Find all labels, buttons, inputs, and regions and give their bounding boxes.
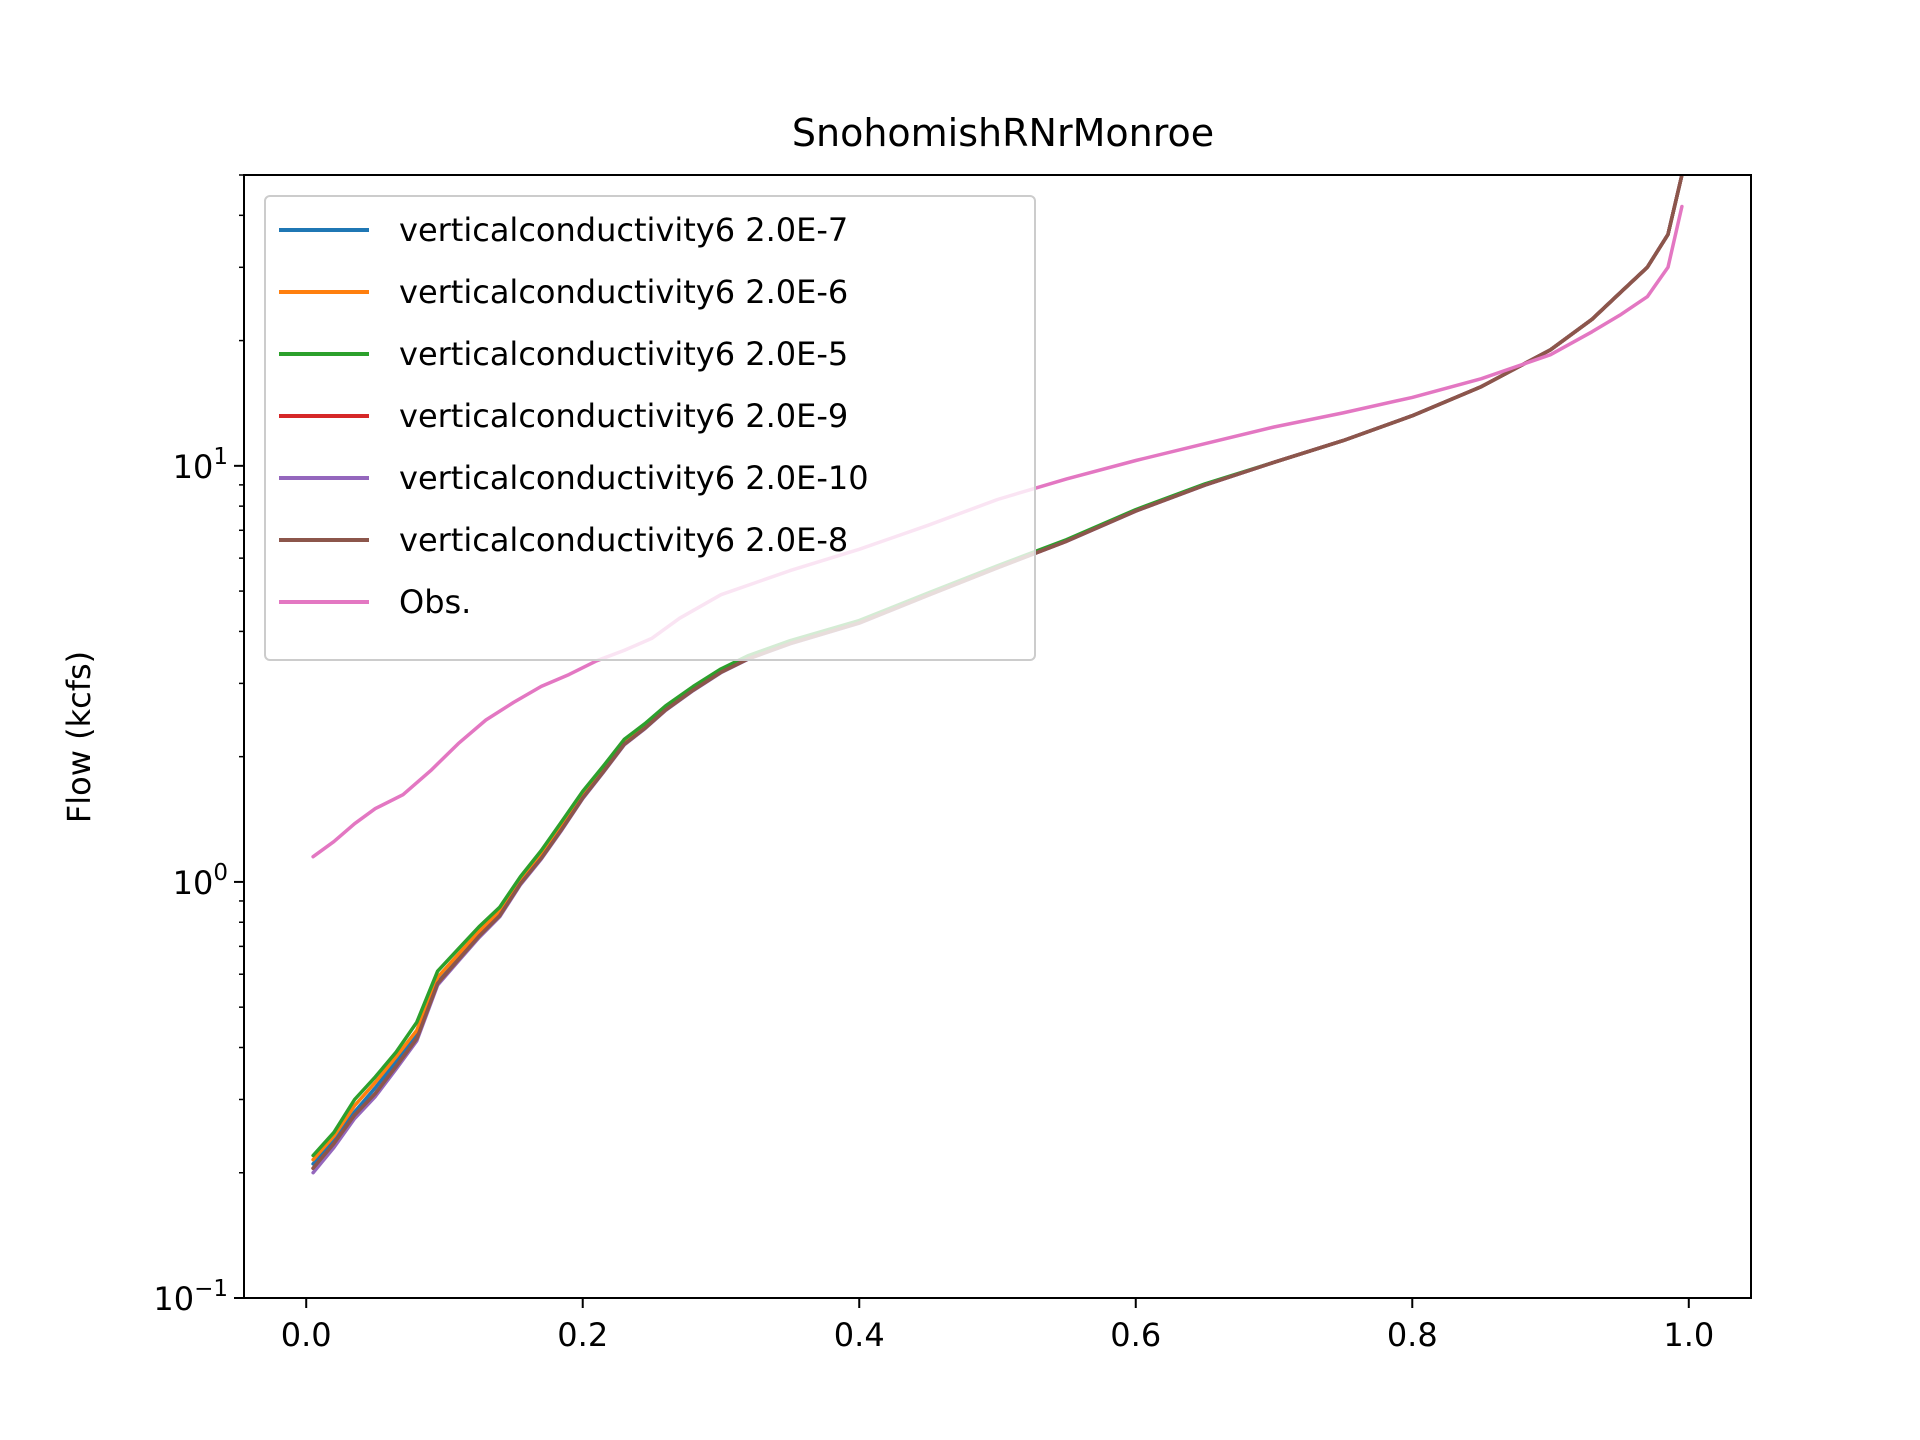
legend-label-5: verticalconductivity6 2.0E-8	[399, 521, 848, 559]
legend-label-6: Obs.	[399, 583, 471, 621]
axes-frame	[243, 174, 1752, 1299]
legend: verticalconductivity6 2.0E-7 verticalcond…	[264, 195, 1036, 661]
legend-label-0: verticalconductivity6 2.0E-7	[399, 211, 848, 249]
y-tick-label-1: 100	[173, 860, 228, 902]
x-tick-label-2: 0.4	[834, 1316, 885, 1354]
x-tick-label-4: 0.8	[1387, 1316, 1438, 1354]
x-tick-label-0: 0.0	[281, 1316, 332, 1354]
legend-box	[264, 195, 1036, 661]
x-tick-label-5: 1.0	[1663, 1316, 1714, 1354]
plot-area	[311, 175, 1684, 1175]
legend-label-2: verticalconductivity6 2.0E-5	[399, 335, 848, 373]
chart-title: SnohomishRNrMonroe	[792, 111, 1214, 155]
y-tick-label-0: 10−1	[153, 1276, 228, 1318]
x-tick-label-1: 0.2	[557, 1316, 608, 1354]
y-axis-label: Flow (kcfs)	[60, 651, 98, 823]
legend-label-3: verticalconductivity6 2.0E-9	[399, 397, 848, 435]
legend-label-4: verticalconductivity6 2.0E-10	[399, 459, 869, 497]
x-axis: 0.0 0.2 0.4 0.6 0.8 1.0	[281, 1298, 1714, 1354]
y-tick-label-2: 101	[173, 444, 228, 486]
legend-label-1: verticalconductivity6 2.0E-6	[399, 273, 848, 311]
series-line-5	[311, 175, 1684, 1171]
y-axis: 10−1 100 101	[153, 174, 244, 1318]
x-tick-label-3: 0.6	[1110, 1316, 1161, 1354]
